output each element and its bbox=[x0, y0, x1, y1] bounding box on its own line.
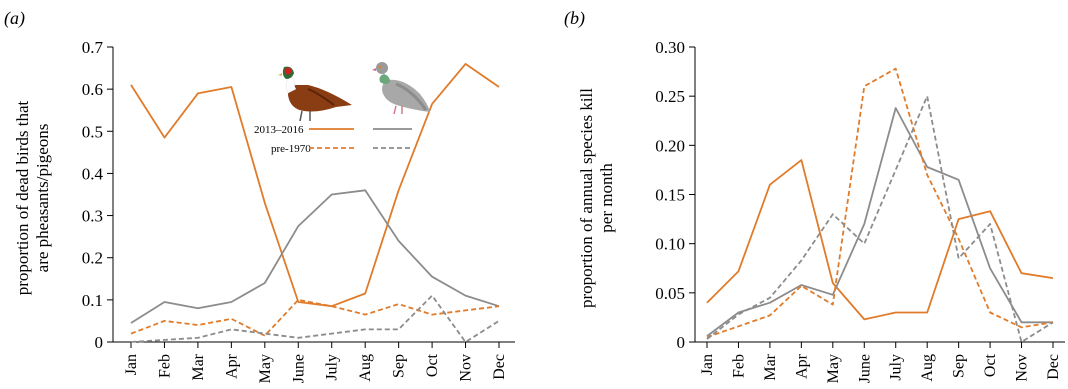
pheasant-icon bbox=[278, 66, 352, 122]
x-tick-label-a: Dec bbox=[491, 354, 508, 380]
y-tick-label-a: 0.7 bbox=[82, 38, 104, 57]
panel-label-a: (a) bbox=[4, 8, 25, 29]
y-axis-title-b-line1: proportion of annual species kill bbox=[577, 88, 596, 308]
x-tick-label-a: Mar bbox=[190, 353, 207, 380]
x-tick-label-a: Aug bbox=[357, 354, 374, 382]
x-tick-label-b: June bbox=[856, 354, 873, 383]
x-tick-label-a: Nov bbox=[458, 354, 475, 382]
x-tick-label-b: Apr bbox=[793, 353, 810, 379]
x-tick-label-a: May bbox=[257, 354, 274, 383]
series-line-pheasant-2013-2016-a bbox=[130, 63, 500, 308]
x-tick-label-b: May bbox=[825, 354, 842, 383]
y-tick-label-b: 0.30 bbox=[655, 38, 685, 57]
series-b bbox=[706, 67, 1054, 343]
y-axis-title-b-line2: per month bbox=[597, 163, 616, 233]
x-tick-label-b: Oct bbox=[982, 353, 999, 377]
legend-label-pre-1970: pre-1970 bbox=[271, 143, 311, 155]
y-tick-label-b: 0.20 bbox=[655, 136, 685, 155]
ticks-b: 0 0.05 0.10 0.15 0.20 0.25 0.30 Jan Feb Mar Apr May… bbox=[655, 38, 1062, 383]
x-tick-label-b: Dec bbox=[1045, 354, 1062, 380]
y-tick-label-a: 0.1 bbox=[82, 291, 103, 310]
ticks-a: 0 0.1 0.2 0.3 0.4 0.5 0.6 0.7 Jan Feb Mar Apr May Jun… bbox=[82, 38, 508, 383]
y-tick-label-b: 0.10 bbox=[655, 235, 685, 254]
y-tick-label-a: 0.2 bbox=[82, 249, 103, 268]
x-tick-label-b: Aug bbox=[919, 354, 936, 382]
y-tick-label-a: 0.4 bbox=[82, 164, 104, 183]
x-tick-label-a: Sep bbox=[391, 354, 408, 378]
legend-label-2013-2016: 2013–2016 bbox=[254, 124, 304, 136]
y-tick-label-a: 0.3 bbox=[82, 207, 103, 226]
x-tick-label-a: July bbox=[324, 354, 341, 381]
series-line-pigeon-2013-2016-a bbox=[130, 189, 500, 324]
series-line-pigeon-pre-1970-a bbox=[130, 294, 500, 343]
y-axis-title-a-line1: proportion of dead birds that bbox=[13, 100, 32, 295]
y-tick-label-b: 0.15 bbox=[655, 186, 685, 205]
y-tick-label-a: 0 bbox=[95, 333, 104, 352]
pigeon-icon bbox=[372, 62, 430, 115]
y-tick-label-a: 0.5 bbox=[82, 122, 103, 141]
y-tick-label-b: 0.25 bbox=[655, 87, 685, 106]
x-tick-label-b: Sep bbox=[951, 354, 968, 378]
x-tick-label-a: Oct bbox=[424, 353, 441, 377]
series-a bbox=[130, 63, 500, 343]
legend: 2013–2016 pre-1970 bbox=[254, 62, 430, 155]
x-tick-label-b: Jan bbox=[699, 354, 716, 375]
x-tick-label-b: July bbox=[888, 354, 905, 381]
series-line-pigeon-2013-2016-b bbox=[706, 107, 1053, 337]
x-tick-label-a: Jan bbox=[123, 354, 140, 375]
y-axis-title-a-line2: are pheasants/pigeons bbox=[33, 124, 52, 273]
y-tick-label-a: 0.6 bbox=[82, 80, 103, 99]
series-line-pheasant-pre-1970-b bbox=[706, 67, 1054, 338]
x-tick-label-b: Mar bbox=[762, 353, 779, 380]
x-tick-label-b: Nov bbox=[1014, 354, 1031, 382]
panel-label-b: (b) bbox=[564, 8, 585, 29]
y-tick-label-b: 0 bbox=[677, 333, 686, 352]
x-tick-label-a: June bbox=[290, 354, 307, 383]
series-line-pigeon-pre-1970-b bbox=[706, 95, 1054, 343]
series-line-pheasant-2013-2016-b bbox=[706, 159, 1054, 321]
x-tick-label-a: Feb bbox=[156, 354, 173, 378]
x-tick-label-a: Apr bbox=[223, 353, 240, 379]
y-tick-label-b: 0.05 bbox=[655, 284, 685, 303]
x-tick-label-b: Feb bbox=[730, 354, 747, 378]
